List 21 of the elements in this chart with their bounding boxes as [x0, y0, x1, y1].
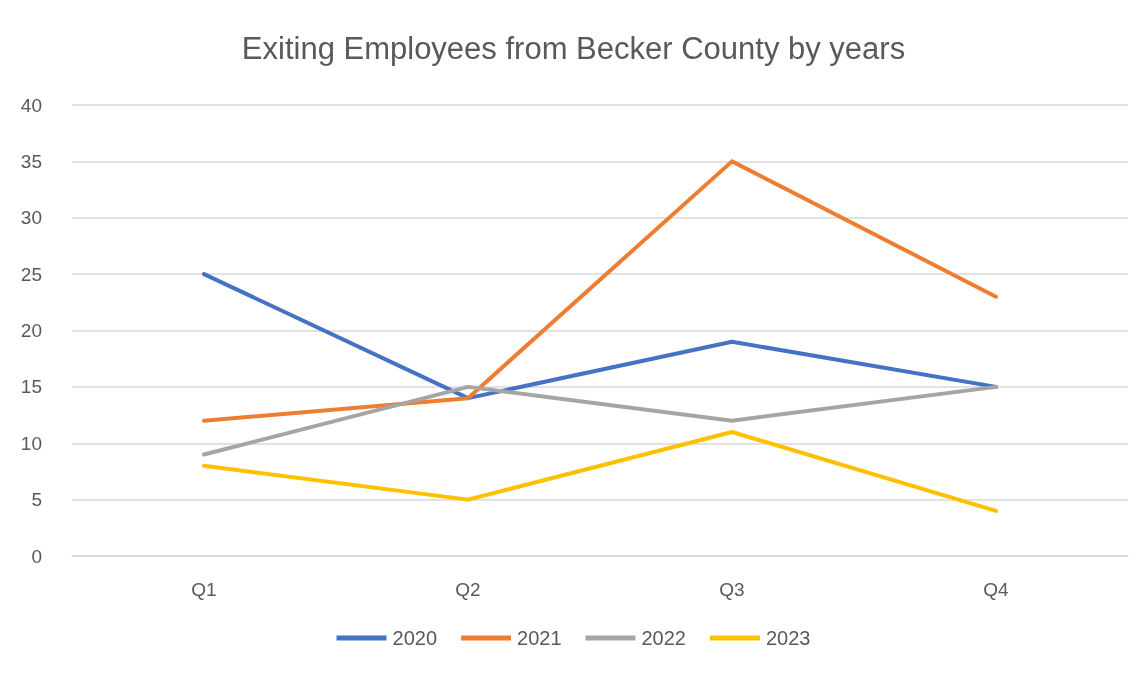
legend-label: 2021 [517, 627, 562, 649]
legend-label: 2020 [392, 627, 438, 649]
y-tick-label: 35 [20, 150, 42, 172]
x-tick-label: Q3 [719, 579, 745, 600]
x-tick-label: Q2 [455, 579, 481, 600]
y-tick-label: 40 [20, 94, 42, 116]
chart-title: Exiting Employees from Becker County by years [241, 31, 906, 66]
y-tick-label: 25 [20, 263, 42, 285]
x-tick-label: Q1 [191, 579, 217, 600]
y-tick-label: 30 [20, 207, 42, 229]
legend-label: 2023 [765, 627, 811, 649]
legend-label: 2022 [641, 627, 686, 649]
y-tick-label: 0 [31, 545, 42, 567]
line-series [202, 272, 998, 401]
line-series [202, 159, 998, 423]
y-tick-label: 15 [20, 376, 42, 398]
y-tick-label: 5 [31, 489, 42, 511]
line-series [202, 429, 998, 513]
y-tick-label: 10 [20, 432, 42, 454]
x-tick-label: Q4 [983, 579, 1010, 600]
y-tick-label: 20 [20, 320, 42, 341]
